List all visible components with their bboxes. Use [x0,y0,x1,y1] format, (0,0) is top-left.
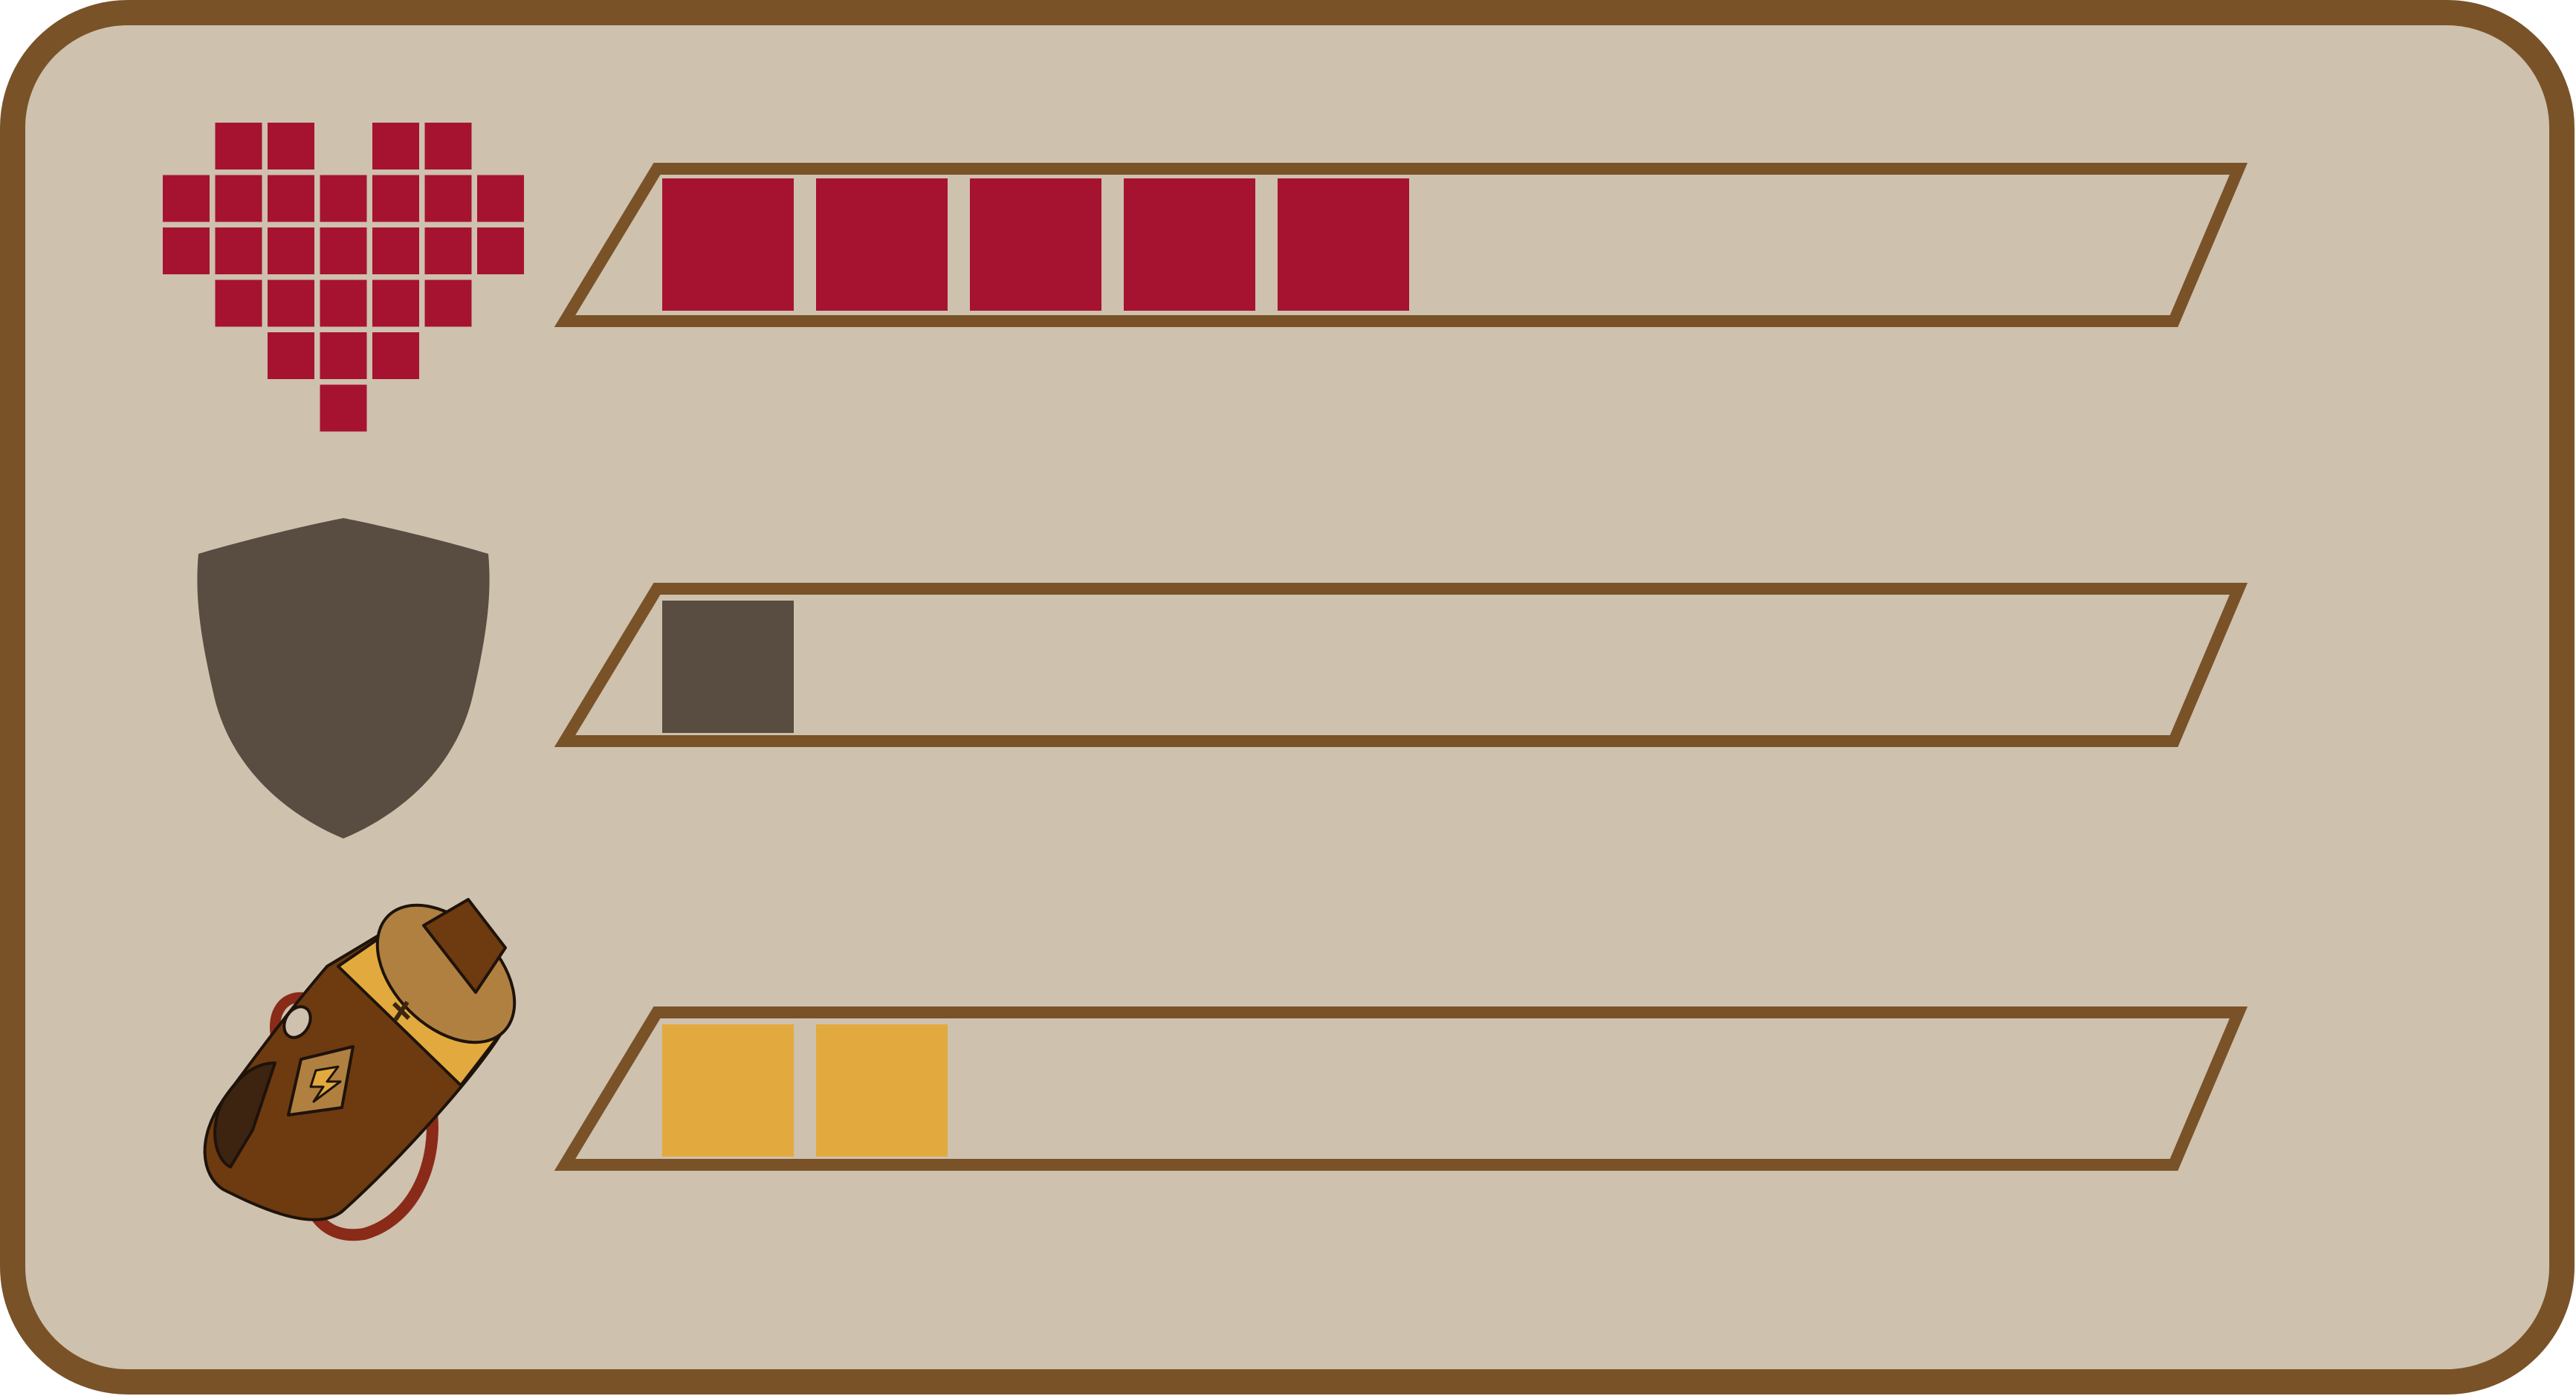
heart-pixel [424,175,472,222]
armor-bar-segments [662,601,794,733]
heart-pixel [372,175,419,222]
heart-pixel [268,227,314,274]
heart-pixel [477,227,524,274]
health-segment [1124,178,1255,311]
health-segment [816,178,948,311]
energy-segment [816,1024,948,1157]
shield-icon [197,518,490,838]
heart-pixel [424,279,472,327]
armor-bar-frame [554,583,2248,747]
heart-pixel [372,227,419,274]
heart-pixel [477,175,524,222]
energy-bar-segments [662,1024,948,1157]
battery-icon [203,898,517,1241]
heart-pixel [372,123,419,169]
heart-pixel [163,227,210,274]
heart-pixel [215,123,262,169]
heart-pixel [163,175,210,222]
health-segment [970,178,1101,311]
pixel-heart-icon [163,123,524,432]
heart-pixel [268,175,314,222]
health-bar-frame [554,163,2248,327]
heart-pixel [268,123,314,169]
heart-pixel [215,279,262,327]
heart-pixel [320,227,367,274]
health-bar-segments [662,178,1409,311]
health-segment [1278,178,1409,311]
heart-pixel [268,279,314,327]
heart-pixel [320,175,367,222]
heart-pixel [424,123,472,169]
energy-bar-frame [554,1006,2248,1171]
energy-segment [662,1024,794,1157]
heart-pixel [215,227,262,274]
heart-pixel [320,279,367,327]
armor-segment [662,601,794,733]
health-row [163,123,2248,432]
health-segment [662,178,794,311]
heart-pixel [372,279,419,327]
heart-pixel [268,332,314,379]
heart-pixel [424,227,472,274]
energy-row [203,898,2248,1241]
heart-pixel [320,384,367,432]
heart-pixel [320,332,367,379]
heart-pixel [215,175,262,222]
armor-row [197,518,2248,838]
heart-pixel [372,332,419,379]
